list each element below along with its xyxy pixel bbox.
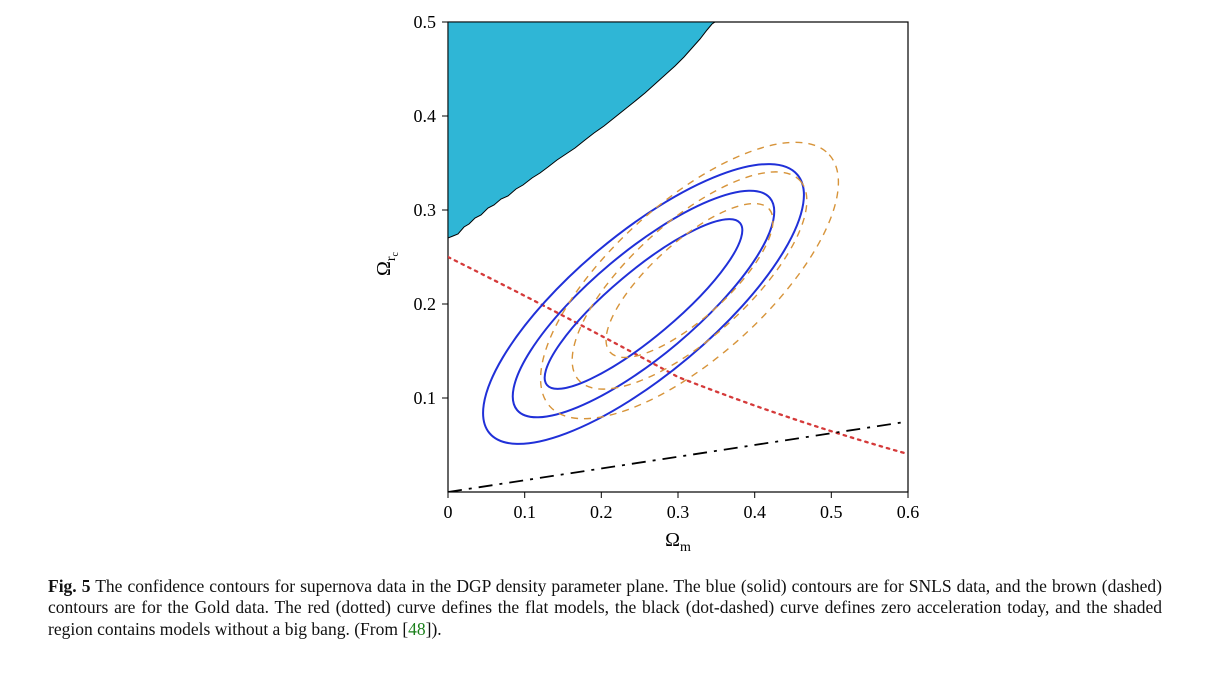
xtick-5: 0.5 [820, 502, 843, 522]
snls-2sigma [484, 158, 804, 450]
figure-container: 0 0.1 0.2 0.3 0.4 0.5 0.6 0.1 0.2 0.3 0.… [0, 0, 1210, 677]
citation-link-48[interactable]: 48 [408, 619, 426, 639]
caption-label: Fig. 5 [48, 576, 90, 596]
snls-1sigma [526, 198, 761, 411]
xtick-3: 0.3 [667, 502, 690, 522]
no-big-bang-region [448, 22, 715, 238]
caption-text-2: ]). [426, 619, 442, 639]
zero-acceleration-line [448, 422, 908, 493]
xtick-1: 0.1 [513, 502, 536, 522]
dgp-contour-plot: 0 0.1 0.2 0.3 0.4 0.5 0.6 0.1 0.2 0.3 0.… [368, 12, 928, 552]
x-tick-labels: 0 0.1 0.2 0.3 0.4 0.5 0.6 [444, 502, 920, 522]
flat-models-curve [448, 257, 908, 454]
figure-caption: Fig. 5 The confidence contours for super… [48, 576, 1162, 640]
x-ticks [448, 492, 908, 498]
caption-text-1: The confidence contours for supernova da… [48, 576, 1162, 639]
ytick-4: 0.5 [414, 12, 437, 32]
ytick-2: 0.3 [414, 200, 437, 220]
y-ticks [442, 22, 448, 398]
ytick-0: 0.1 [414, 388, 437, 408]
y-tick-labels: 0.1 0.2 0.3 0.4 0.5 [414, 12, 437, 408]
ytick-3: 0.4 [414, 106, 437, 126]
xtick-6: 0.6 [897, 502, 920, 522]
xtick-4: 0.4 [743, 502, 766, 522]
y-axis-label: Ωrc [373, 251, 401, 276]
ytick-1: 0.2 [414, 294, 437, 314]
xtick-2: 0.2 [590, 502, 613, 522]
x-axis-label: Ωm [665, 529, 691, 552]
xtick-0: 0 [444, 502, 453, 522]
